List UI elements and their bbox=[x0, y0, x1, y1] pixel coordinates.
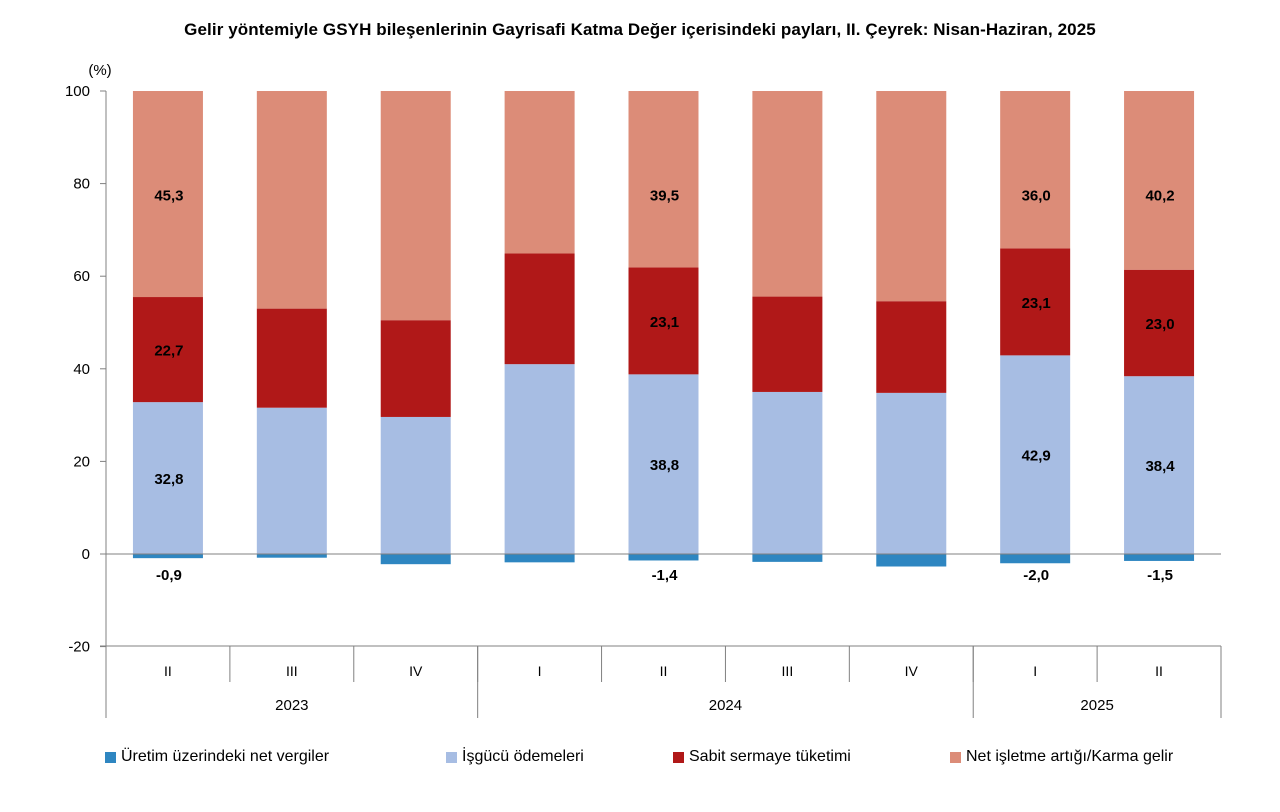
data-label: 32,8 bbox=[154, 471, 183, 488]
bar-segment bbox=[628, 554, 699, 561]
bar-segment bbox=[752, 554, 823, 562]
legend-swatch bbox=[105, 751, 116, 763]
data-label: -2,0 bbox=[1023, 567, 1049, 584]
bar-segment bbox=[380, 91, 451, 321]
bar-segment bbox=[752, 391, 823, 554]
y-tick-label: 40 bbox=[73, 361, 90, 378]
category-label: II bbox=[164, 663, 172, 679]
data-label: 23,1 bbox=[1022, 295, 1051, 312]
bar-segment bbox=[380, 554, 451, 565]
data-label: 22,7 bbox=[154, 343, 183, 360]
data-label: 36,0 bbox=[1022, 188, 1051, 205]
bar-segment bbox=[1000, 554, 1071, 564]
bar-segment bbox=[628, 374, 699, 554]
bar-segment bbox=[256, 308, 327, 408]
bar-segment bbox=[132, 91, 203, 298]
category-label: IV bbox=[409, 663, 423, 679]
legend-label: Sabit sermaye tüketimi bbox=[689, 748, 851, 765]
year-label: 2023 bbox=[275, 697, 308, 714]
bar-segment bbox=[752, 91, 823, 297]
y-tick-label: 100 bbox=[65, 83, 90, 100]
data-label: -1,4 bbox=[652, 567, 679, 584]
category-label: I bbox=[538, 663, 542, 679]
bar-segment bbox=[380, 416, 451, 554]
bar-segment bbox=[628, 91, 699, 268]
bar-segment bbox=[1124, 554, 1195, 561]
category-label: III bbox=[286, 663, 298, 679]
legend-item: İşgücü ödemeleri bbox=[446, 748, 584, 766]
category-label: III bbox=[782, 663, 794, 679]
legend-swatch bbox=[950, 751, 961, 763]
bar-segment bbox=[1000, 248, 1071, 356]
bar-segment bbox=[876, 301, 947, 393]
year-label: 2024 bbox=[709, 697, 742, 714]
legend-item: Üretim üzerindeki net vergiler bbox=[105, 748, 329, 766]
bar-segment bbox=[876, 91, 947, 302]
category-label: II bbox=[660, 663, 668, 679]
bar-segment bbox=[1124, 376, 1195, 554]
y-axis-unit-label: (%) bbox=[88, 62, 111, 79]
bar-segment bbox=[1000, 91, 1071, 249]
bar-segment bbox=[256, 554, 327, 558]
bar-segment bbox=[752, 296, 823, 392]
year-label: 2025 bbox=[1080, 697, 1113, 714]
bar-segment bbox=[132, 554, 203, 559]
bar-segment bbox=[256, 91, 327, 309]
bar-segment bbox=[132, 402, 203, 554]
legend-item: Net işletme artığı/Karma gelir bbox=[950, 748, 1173, 766]
legend-item: Sabit sermaye tüketimi bbox=[673, 748, 851, 766]
category-label: II bbox=[1155, 663, 1163, 679]
bar-segment bbox=[504, 253, 575, 365]
y-tick-label: 20 bbox=[73, 453, 90, 470]
data-label: 45,3 bbox=[154, 188, 183, 205]
legend-swatch bbox=[446, 751, 457, 763]
y-tick-label: 80 bbox=[73, 176, 90, 193]
data-label: 23,0 bbox=[1145, 316, 1174, 333]
data-label: 38,4 bbox=[1145, 458, 1175, 475]
chart-title: Gelir yöntemiyle GSYH bileşenlerinin Gay… bbox=[184, 20, 1096, 39]
legend-label: Net işletme artığı/Karma gelir bbox=[966, 748, 1174, 765]
data-label: 39,5 bbox=[650, 188, 679, 205]
data-label: 40,2 bbox=[1145, 188, 1174, 205]
bar-segment bbox=[504, 364, 575, 554]
category-label: IV bbox=[905, 663, 919, 679]
bar-segment bbox=[876, 392, 947, 554]
bar-segment bbox=[876, 554, 947, 567]
data-label: 42,9 bbox=[1022, 448, 1051, 465]
y-tick-label: 0 bbox=[82, 546, 90, 563]
bar-segment bbox=[504, 91, 575, 254]
bar-segment bbox=[1000, 355, 1071, 554]
data-label: 38,8 bbox=[650, 457, 679, 474]
data-label: -1,5 bbox=[1147, 567, 1173, 584]
y-tick-label: -20 bbox=[68, 639, 90, 656]
data-label: 23,1 bbox=[650, 314, 679, 331]
data-label: -0,9 bbox=[156, 567, 182, 584]
bar-segment bbox=[1124, 269, 1195, 377]
bar-segment bbox=[1124, 91, 1195, 270]
bar-segment bbox=[380, 320, 451, 417]
category-label: I bbox=[1033, 663, 1037, 679]
legend-swatch bbox=[673, 751, 684, 763]
bar-segment bbox=[132, 297, 203, 403]
legend-label: İşgücü ödemeleri bbox=[462, 748, 584, 765]
bar-segment bbox=[628, 267, 699, 375]
legend: Üretim üzerindeki net vergiler İşgücü öde… bbox=[105, 748, 1255, 772]
bar-segment bbox=[504, 554, 575, 563]
y-tick-label: 60 bbox=[73, 268, 90, 285]
legend-label: Üretim üzerindeki net vergiler bbox=[121, 748, 330, 765]
bar-segment bbox=[256, 407, 327, 554]
